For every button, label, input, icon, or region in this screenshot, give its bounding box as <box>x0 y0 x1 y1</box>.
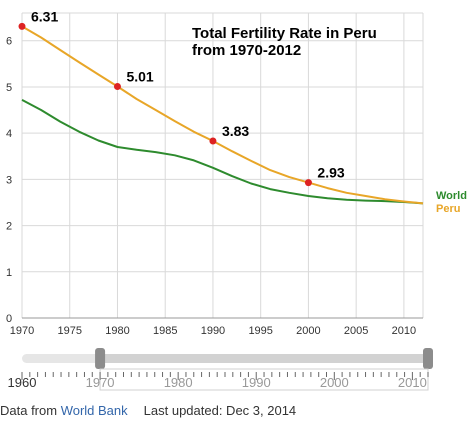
chart: 1970 1975 1980 1985 1990 1995 2000 2005 2010 0 1 2 3… <box>6 8 467 391</box>
y-tick-label: 4 <box>6 128 12 140</box>
y-tick-label: 1 <box>6 267 12 279</box>
timeline-year-label: 1970 <box>86 375 115 390</box>
timeline-handle-right[interactable] <box>423 348 433 369</box>
data-label: 3.83 <box>222 123 249 139</box>
x-tick-label: 2000 <box>296 325 320 337</box>
series-line-world <box>21 99 424 205</box>
x-tick-label: 1995 <box>248 325 272 337</box>
legend-item-peru: Peru <box>436 203 460 215</box>
timeline-year-label: 1960 <box>8 375 37 390</box>
data-label: 2.93 <box>317 165 344 181</box>
axes: 1970 1975 1980 1985 1990 1995 2000 2005 2010 0 1 2 3… <box>6 36 423 337</box>
timeline-year-label: 2000 <box>320 375 349 390</box>
y-tick-label: 6 <box>6 36 12 48</box>
y-tick-label: 5 <box>6 82 12 94</box>
timeline-year-label: 1980 <box>164 375 193 390</box>
data-point-marker <box>18 22 26 30</box>
x-tick-label: 1985 <box>153 325 177 337</box>
series-layer <box>21 25 424 205</box>
series-line-peru <box>21 25 424 205</box>
timeline-year-label: 1990 <box>242 375 271 390</box>
footer-prefix: Data from <box>0 403 61 418</box>
chart-title-line: Total Fertility Rate in Peru <box>192 25 377 42</box>
x-tick-label: 1970 <box>10 325 34 337</box>
y-tick-label: 0 <box>6 313 12 325</box>
y-tick-label: 3 <box>6 174 12 186</box>
x-tick-label: 1975 <box>57 325 81 337</box>
timeline-selected-range[interactable] <box>100 354 429 363</box>
chart-title-line: from 1970-2012 <box>192 42 301 59</box>
x-tick-label: 2005 <box>344 325 368 337</box>
last-updated: Last updated: Dec 3, 2014 <box>143 403 297 418</box>
timeline-year-label: 2010 <box>398 375 427 390</box>
footer: Data from World Bank Last updated: Dec 3,… <box>0 403 296 418</box>
source-link[interactable]: World Bank <box>60 403 128 418</box>
marker-layer: 6.31 5.01 3.83 2.93 <box>18 8 345 187</box>
legend-item-world: World <box>436 190 467 202</box>
y-tick-label: 2 <box>6 221 12 233</box>
data-point-marker <box>113 82 121 90</box>
x-tick-label: 1990 <box>201 325 225 337</box>
timeline-slider[interactable]: 1960 1970 1980 1990 2000 2010 <box>8 348 433 391</box>
data-label: 5.01 <box>126 68 153 84</box>
data-point-marker <box>209 137 217 145</box>
x-tick-label: 1980 <box>105 325 129 337</box>
timeline-handle-left[interactable] <box>95 348 106 369</box>
data-point-marker <box>304 179 312 187</box>
data-label: 6.31 <box>31 8 58 24</box>
x-tick-label: 2010 <box>392 325 416 337</box>
